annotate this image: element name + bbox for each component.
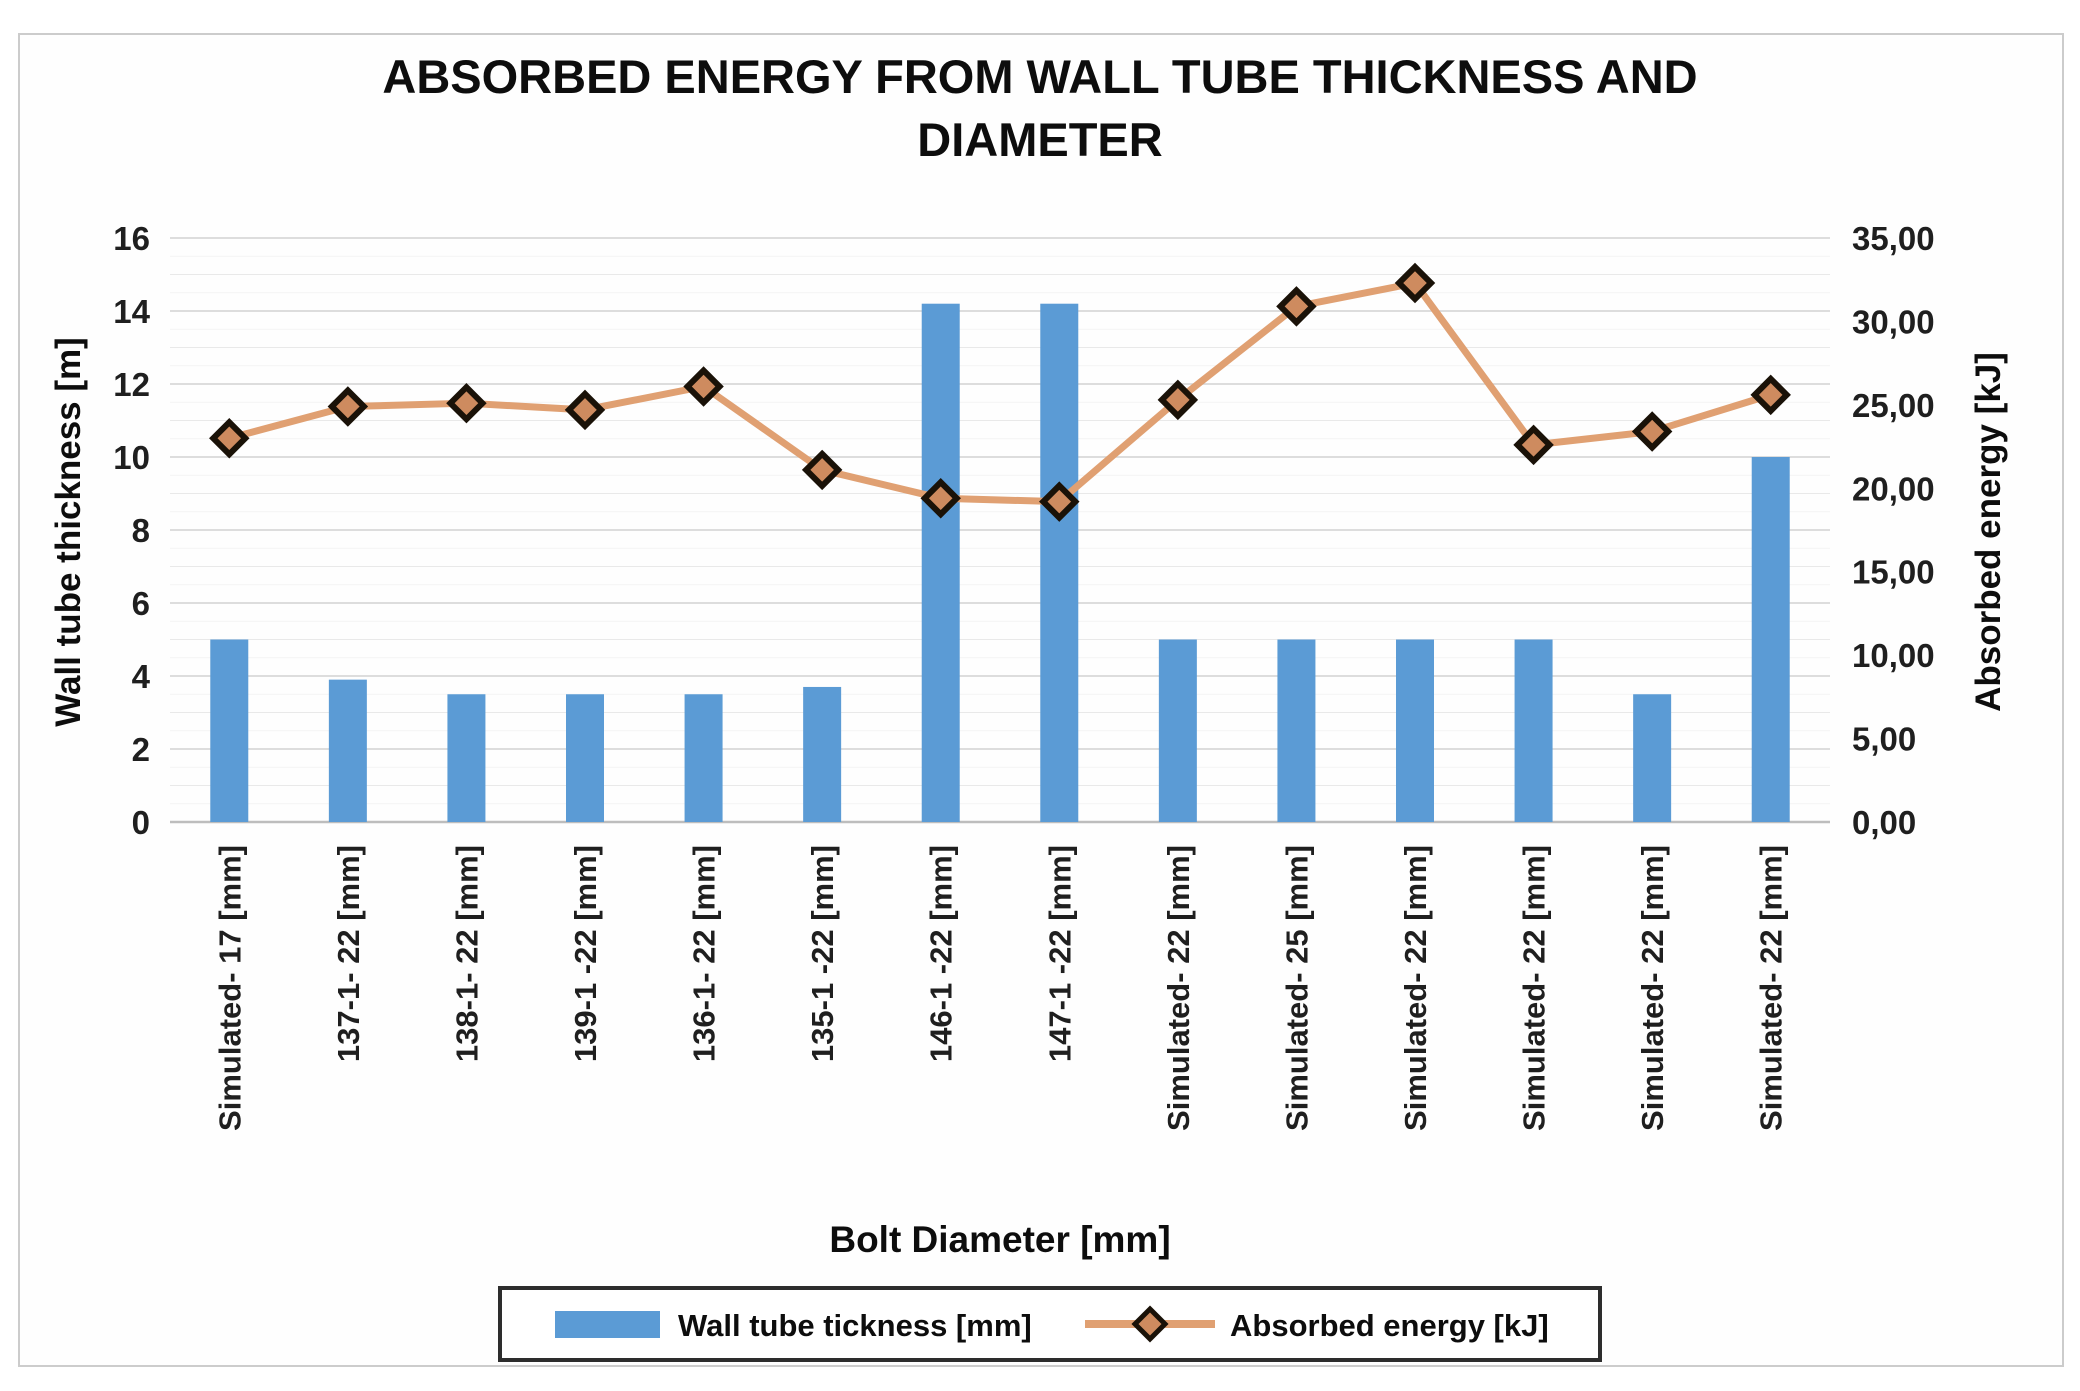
left-axis-tick: 4 <box>132 658 151 695</box>
right-axis-tick: 0,00 <box>1852 804 1916 841</box>
bar <box>684 694 723 822</box>
bar-series <box>210 303 1790 822</box>
left-axis-title: Wall tube thickness [m] <box>49 337 88 727</box>
bar <box>803 686 842 822</box>
right-axis-title: Absorbed energy [kJ] <box>1969 352 2008 712</box>
x-category-label: Simulated- 22 [mm] <box>1754 845 1789 1131</box>
line-series <box>209 262 1791 522</box>
diamond-marker <box>1157 379 1199 421</box>
x-category-label: Simulated- 25 [mm] <box>1279 845 1314 1131</box>
x-axis-title: Bolt Diameter [mm] <box>829 1219 1170 1260</box>
x-category-label: Simulated- 22 [mm] <box>1161 845 1196 1131</box>
x-category-label: 146-1 -22 [mm] <box>924 845 959 1062</box>
chart-title: ABSORBED ENERGY FROM WALL TUBE THICKNESS… <box>382 50 1698 167</box>
left-axis-tick: 6 <box>132 585 150 622</box>
diamond-marker <box>1394 262 1436 304</box>
x-category-label: 139-1 -22 [mm] <box>568 845 603 1062</box>
right-axis-tick: 15,00 <box>1852 554 1935 591</box>
bar <box>447 694 486 822</box>
diamond-marker <box>327 386 369 427</box>
right-axis-ticks: 35,00 30,00 25,00 20,00 15,00 10,00 5,00 0,00 <box>1852 220 1935 841</box>
bar <box>1277 639 1316 822</box>
legend: Wall tube tickness [mm] Absorbed energy … <box>498 1286 1602 1362</box>
bar <box>1633 694 1672 822</box>
diamond-marker <box>801 449 843 491</box>
bar <box>921 303 960 822</box>
bar <box>566 694 604 822</box>
x-category-labels: Simulated- 17 [mm] 137-1- 22 [mm] 138-1- 2… <box>212 845 1788 1131</box>
bar <box>1158 639 1197 822</box>
diamond-marker <box>1631 411 1673 452</box>
diamond-marker <box>1513 424 1554 466</box>
left-axis-tick: 16 <box>113 220 150 257</box>
left-axis-tick: 8 <box>132 512 150 549</box>
x-category-label: 137-1- 22 [mm] <box>331 845 366 1062</box>
right-axis-tick: 35,00 <box>1852 220 1935 257</box>
x-category-label: 147-1 -22 [mm] <box>1042 845 1077 1062</box>
legend-label-line: Absorbed energy [kJ] <box>1230 1308 1549 1343</box>
legend-box <box>498 1286 1602 1362</box>
bar <box>1514 639 1553 822</box>
gridlines <box>170 237 1830 824</box>
bar <box>328 679 367 822</box>
left-axis-tick: 0 <box>132 804 150 841</box>
bar <box>210 639 249 822</box>
bar <box>1751 457 1790 822</box>
right-axis-tick: 5,00 <box>1852 721 1916 758</box>
x-category-label: 138-1- 22 [mm] <box>449 845 484 1062</box>
bar <box>1040 303 1079 822</box>
right-axis-tick: 10,00 <box>1852 637 1935 674</box>
diamond-marker <box>683 366 724 407</box>
left-axis-tick: 10 <box>113 439 150 476</box>
diamond-marker <box>564 389 606 431</box>
bar <box>1396 639 1434 822</box>
legend-bar-swatch <box>555 1311 660 1338</box>
left-axis-tick: 2 <box>132 731 150 768</box>
diamond-marker <box>1276 286 1317 327</box>
line-path <box>225 279 1775 506</box>
x-category-label: Simulated- 22 [mm] <box>1635 845 1670 1131</box>
x-category-label: Simulated- 17 [mm] <box>212 845 247 1131</box>
x-category-label: Simulated- 22 [mm] <box>1398 845 1433 1131</box>
left-axis-tick: 14 <box>113 293 150 330</box>
diamond-marker <box>446 382 487 424</box>
x-category-label: 136-1- 22 [mm] <box>687 845 722 1062</box>
left-axis-tick: 12 <box>113 366 150 403</box>
diamond-marker <box>1039 481 1080 522</box>
right-axis-tick: 30,00 <box>1852 303 1935 340</box>
x-category-label: Simulated- 22 [mm] <box>1517 845 1552 1131</box>
left-axis-ticks: 16 14 12 10 8 6 4 2 0 <box>113 220 150 841</box>
diamond-marker <box>209 417 250 459</box>
diamond-marker <box>920 478 961 519</box>
x-category-label: 135-1 -22 [mm] <box>805 845 840 1062</box>
right-axis-tick: 20,00 <box>1852 470 1935 507</box>
legend-diamond-icon <box>1131 1305 1169 1343</box>
diamond-marker <box>1750 374 1791 416</box>
right-axis-tick: 25,00 <box>1852 387 1935 424</box>
legend-label-bars: Wall tube tickness [mm] <box>678 1308 1032 1343</box>
